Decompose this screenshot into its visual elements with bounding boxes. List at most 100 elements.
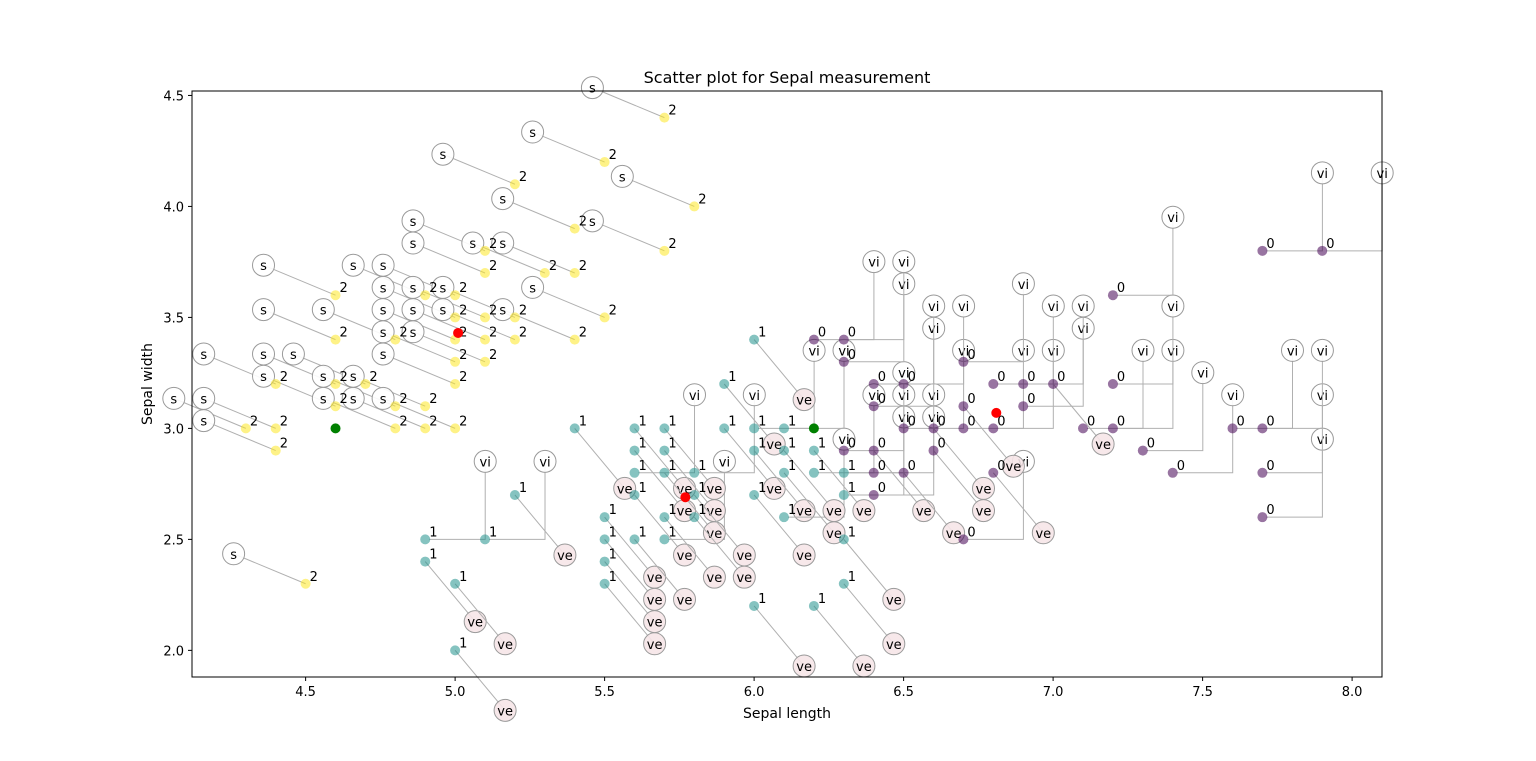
cluster-number: 1 bbox=[698, 459, 706, 474]
annotation-bubble bbox=[493, 632, 517, 656]
annotation-arrow bbox=[412, 309, 486, 341]
data-point bbox=[569, 334, 580, 345]
species-label: s bbox=[380, 348, 387, 363]
annotation-bubble bbox=[1031, 521, 1055, 545]
annotation-arrow bbox=[604, 516, 655, 578]
species-label: s bbox=[619, 170, 626, 185]
data-point bbox=[719, 423, 730, 434]
species-label: s bbox=[589, 215, 596, 230]
species-label: s bbox=[260, 259, 267, 274]
species-label: s bbox=[350, 259, 357, 274]
species-label: s bbox=[440, 304, 447, 319]
annotation-arrow bbox=[783, 450, 835, 511]
species-label: vi bbox=[868, 256, 879, 271]
cluster-number: 2 bbox=[459, 326, 467, 341]
annotation-bubble bbox=[822, 499, 846, 523]
species-label: s bbox=[380, 281, 387, 296]
cluster-number: 1 bbox=[429, 548, 437, 563]
annotation-arrow bbox=[592, 87, 665, 119]
cluster-number: 2 bbox=[459, 414, 467, 429]
annotation-bubble bbox=[792, 388, 816, 412]
annotation-bubble bbox=[1310, 338, 1334, 362]
x-tick-label: 4.5 bbox=[295, 685, 316, 700]
annotation-arrow bbox=[634, 428, 685, 489]
cluster-number: 1 bbox=[489, 525, 497, 540]
cluster-number: 2 bbox=[489, 348, 497, 363]
species-label: vi bbox=[928, 300, 939, 315]
annotation-bubble bbox=[311, 298, 335, 322]
cluster-number: 1 bbox=[758, 481, 766, 496]
cluster-number: 0 bbox=[997, 414, 1005, 429]
species-label: s bbox=[410, 281, 417, 296]
species-label: ve bbox=[677, 549, 693, 564]
cluster-number: 1 bbox=[609, 503, 617, 518]
data-point bbox=[1167, 467, 1178, 478]
data-point bbox=[779, 445, 790, 456]
species-label: ve bbox=[796, 505, 812, 520]
cluster-number: 0 bbox=[1266, 459, 1274, 474]
annotation-bubble bbox=[1001, 454, 1025, 478]
annotation-bubble bbox=[1131, 338, 1155, 362]
y-axis-label: Sepal width bbox=[140, 343, 156, 425]
cluster-number: 0 bbox=[1237, 414, 1245, 429]
annotation-connector bbox=[847, 261, 905, 341]
data-point bbox=[360, 379, 371, 389]
species-label: vi bbox=[539, 455, 550, 470]
data-point bbox=[659, 467, 670, 478]
data-point bbox=[1227, 423, 1238, 434]
annotation-arrow bbox=[723, 383, 775, 445]
data-point bbox=[719, 379, 730, 389]
species-label: ve bbox=[647, 638, 663, 653]
annotation-bubble bbox=[162, 386, 186, 410]
data-point bbox=[838, 334, 849, 345]
centroid-marker bbox=[991, 407, 1002, 418]
annotation-bubble bbox=[491, 298, 515, 322]
annotation-arrow bbox=[963, 405, 1014, 467]
species-label: vi bbox=[1018, 278, 1029, 293]
species-label: s bbox=[320, 370, 327, 385]
species-label: s bbox=[350, 370, 357, 385]
cluster-number: 2 bbox=[519, 303, 527, 318]
cluster-number: 0 bbox=[878, 370, 886, 385]
species-label: ve bbox=[707, 505, 723, 520]
annotation-bubble bbox=[521, 275, 545, 299]
data-point bbox=[629, 423, 640, 434]
annotation-arrow bbox=[693, 494, 745, 556]
annotation-connector bbox=[877, 394, 935, 474]
data-point bbox=[450, 645, 461, 656]
annotation-bubble bbox=[553, 543, 577, 567]
species-label: ve bbox=[677, 505, 693, 520]
y-tick-label: 3.0 bbox=[163, 422, 184, 437]
y-tick-label: 2.5 bbox=[163, 533, 184, 548]
species-label: ve bbox=[736, 571, 752, 586]
data-point bbox=[480, 268, 491, 279]
data-point bbox=[958, 401, 969, 412]
cluster-number: 1 bbox=[818, 459, 826, 474]
species-label: vi bbox=[749, 389, 760, 404]
y-tick-label: 2.0 bbox=[163, 644, 184, 659]
x-tick-label: 8.0 bbox=[1342, 685, 1363, 700]
annotation-bubble bbox=[862, 250, 886, 274]
species-label: vi bbox=[958, 300, 969, 315]
plot-area-frame bbox=[191, 90, 1383, 678]
cluster-number: 2 bbox=[459, 370, 467, 385]
data-point bbox=[749, 334, 760, 345]
annotation-bubble bbox=[252, 253, 276, 277]
data-point bbox=[988, 423, 999, 434]
data-point bbox=[689, 467, 700, 478]
cluster-number: 2 bbox=[549, 259, 557, 274]
annotation-arrow bbox=[263, 309, 336, 341]
species-label: ve bbox=[617, 482, 633, 497]
cluster-number: 2 bbox=[668, 104, 676, 119]
cluster-number: 1 bbox=[639, 414, 647, 429]
species-label: ve bbox=[677, 593, 693, 608]
data-point bbox=[689, 512, 700, 523]
cluster-number: 1 bbox=[639, 459, 647, 474]
annotation-arrow bbox=[454, 650, 506, 711]
cluster-number: 2 bbox=[340, 281, 348, 296]
species-label: ve bbox=[946, 527, 962, 542]
data-point bbox=[659, 534, 670, 545]
data-point bbox=[898, 467, 909, 478]
cluster-number: 2 bbox=[519, 170, 527, 185]
